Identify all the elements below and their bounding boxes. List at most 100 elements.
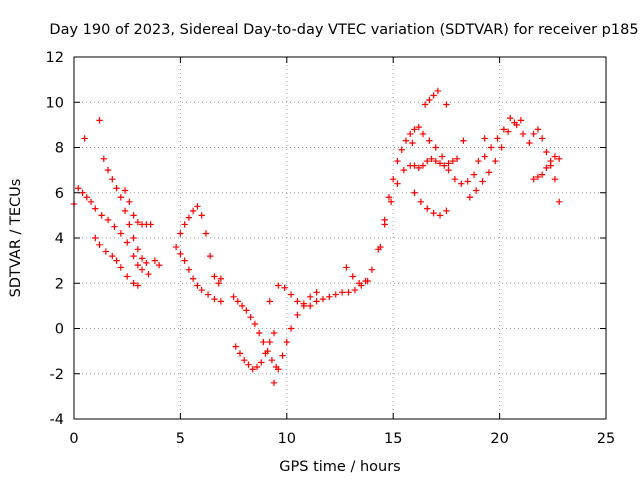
series-arc-e bbox=[177, 203, 222, 287]
data-point bbox=[260, 338, 267, 346]
data-point bbox=[415, 164, 422, 172]
series-arc-a bbox=[70, 185, 152, 278]
data-point bbox=[547, 157, 554, 165]
data-point bbox=[75, 185, 82, 192]
data-point bbox=[504, 128, 512, 135]
data-point bbox=[430, 209, 437, 217]
data-point bbox=[185, 266, 193, 273]
data-point bbox=[430, 92, 437, 99]
data-point bbox=[432, 157, 439, 165]
series-arc-m bbox=[411, 155, 461, 172]
data-point bbox=[104, 166, 112, 174]
data-point bbox=[470, 171, 478, 178]
chart-title: Day 190 of 2023, Sidereal Day-to-day VTE… bbox=[49, 22, 638, 38]
data-point bbox=[338, 289, 346, 296]
series-arc-l bbox=[377, 123, 422, 251]
data-point bbox=[234, 298, 242, 305]
data-point bbox=[251, 320, 259, 328]
x-tick-label: 0 bbox=[69, 431, 78, 447]
data-point bbox=[104, 216, 112, 224]
x-tick-label: 15 bbox=[384, 431, 402, 447]
data-point bbox=[428, 155, 435, 163]
data-point bbox=[258, 359, 265, 366]
data-point bbox=[409, 139, 416, 147]
series-arc-r bbox=[475, 114, 527, 165]
series-arc-q bbox=[466, 117, 525, 201]
data-point bbox=[117, 194, 125, 201]
data-point bbox=[313, 298, 320, 305]
data-point bbox=[307, 302, 314, 310]
data-point bbox=[275, 366, 282, 373]
data-point bbox=[481, 135, 488, 142]
series-arc-t bbox=[530, 153, 563, 183]
data-point bbox=[543, 148, 550, 156]
data-point bbox=[313, 289, 320, 296]
x-tick-label: 10 bbox=[278, 431, 296, 447]
series-outliers bbox=[81, 101, 488, 305]
data-point bbox=[281, 284, 288, 291]
data-point bbox=[411, 189, 418, 196]
data-point bbox=[102, 248, 110, 255]
series-arc-f bbox=[172, 243, 225, 305]
data-point bbox=[398, 146, 405, 153]
data-point bbox=[381, 216, 388, 224]
data-point bbox=[268, 356, 276, 364]
data-point bbox=[181, 257, 188, 264]
data-point bbox=[449, 157, 456, 165]
data-point bbox=[236, 350, 244, 357]
data-point bbox=[475, 157, 482, 165]
data-point bbox=[198, 286, 205, 294]
data-point bbox=[232, 343, 239, 350]
data-point bbox=[481, 153, 488, 160]
data-point bbox=[245, 361, 252, 368]
data-point bbox=[113, 185, 120, 192]
data-point bbox=[426, 137, 433, 144]
data-point bbox=[206, 252, 214, 260]
data-point bbox=[432, 144, 439, 151]
data-point bbox=[215, 280, 222, 287]
data-point bbox=[485, 169, 493, 176]
data-point bbox=[217, 298, 225, 305]
y-tick-label: 12 bbox=[46, 50, 64, 66]
series-arc-c bbox=[121, 187, 163, 269]
x-tick-label: 25 bbox=[597, 431, 615, 447]
data-point bbox=[551, 153, 559, 160]
data-point bbox=[189, 207, 197, 215]
data-point bbox=[130, 280, 137, 287]
data-point bbox=[345, 289, 352, 296]
data-point bbox=[453, 155, 461, 163]
data-point bbox=[92, 234, 99, 242]
data-point bbox=[411, 162, 418, 169]
data-point bbox=[266, 298, 273, 305]
data-point bbox=[479, 178, 486, 185]
data-point bbox=[255, 329, 263, 337]
data-point bbox=[394, 180, 401, 187]
data-point bbox=[181, 221, 188, 228]
series-arc-h bbox=[232, 329, 278, 373]
data-point bbox=[464, 178, 471, 185]
data-point bbox=[279, 352, 286, 359]
data-point bbox=[534, 173, 542, 181]
data-point bbox=[92, 205, 99, 212]
data-point bbox=[98, 212, 105, 219]
data-point bbox=[407, 130, 414, 138]
data-point bbox=[126, 198, 133, 205]
data-point bbox=[121, 207, 129, 215]
data-point bbox=[253, 363, 261, 371]
series-arc-g bbox=[230, 293, 280, 371]
data-point bbox=[436, 212, 444, 219]
y-tick-label: 6 bbox=[55, 186, 64, 202]
data-point bbox=[507, 114, 514, 122]
data-point bbox=[198, 212, 205, 219]
data-point bbox=[194, 282, 201, 289]
data-point bbox=[134, 218, 142, 226]
data-point bbox=[155, 261, 163, 269]
data-point bbox=[126, 221, 133, 228]
data-point bbox=[551, 175, 559, 183]
y-tick-label: -2 bbox=[50, 367, 64, 383]
y-tick-label: 0 bbox=[55, 322, 64, 338]
data-point bbox=[217, 275, 225, 282]
data-point bbox=[526, 139, 533, 147]
data-point bbox=[241, 356, 248, 364]
